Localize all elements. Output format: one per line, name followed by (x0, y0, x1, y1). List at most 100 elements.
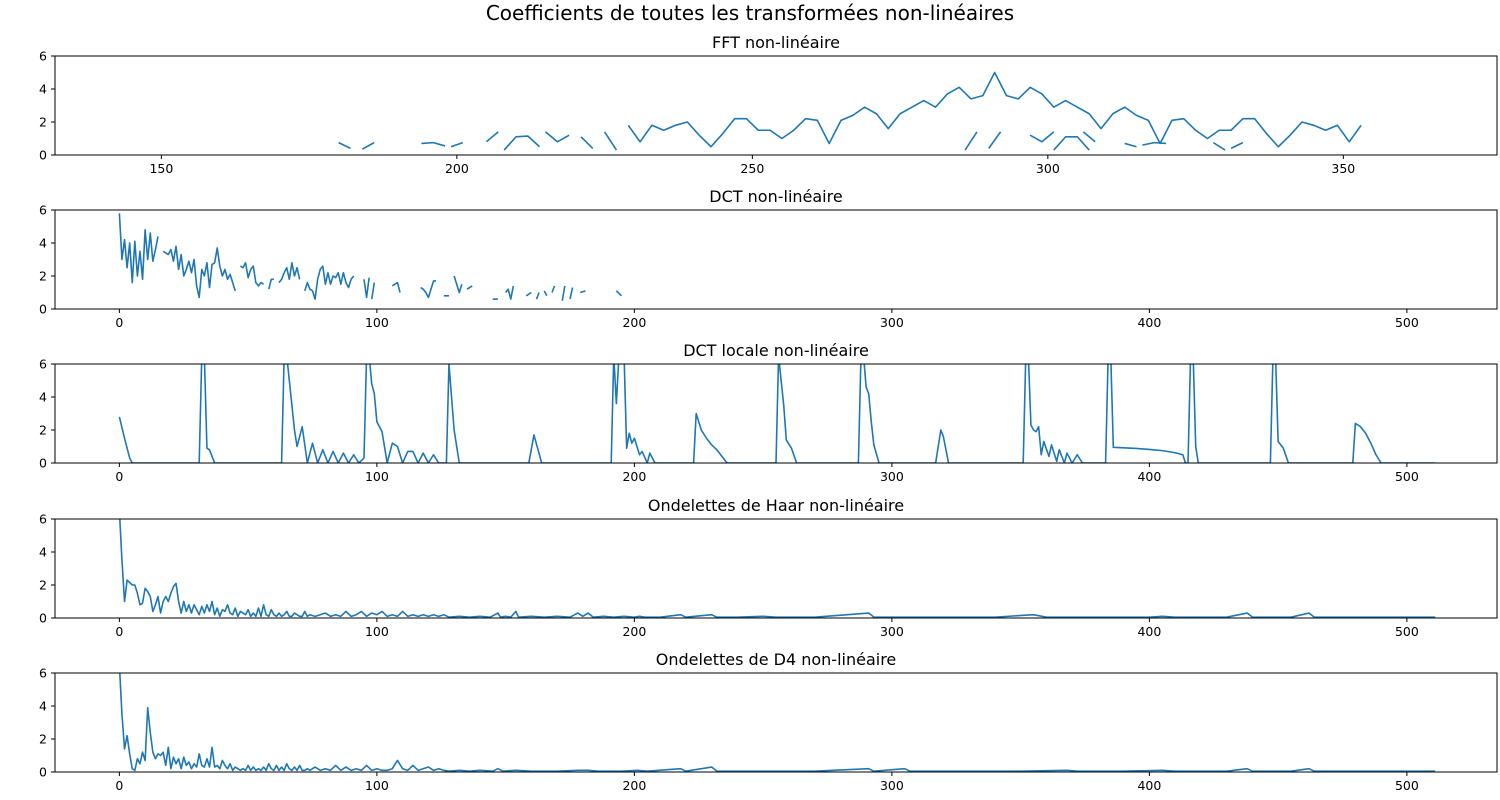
subplot-title: DCT locale non-linéaire (683, 341, 869, 360)
series-line-segment (1142, 141, 1167, 146)
axes-frame (54, 363, 1498, 464)
subplot-title: Ondelettes de D4 non-linéaire (656, 650, 897, 669)
y-tick-label: 0 (39, 456, 47, 471)
y-tick-label: 0 (39, 765, 47, 780)
series-line-segment (551, 285, 556, 293)
subplot-1: DCT non-linéaire 0 100 200 300 400 500 0 2 4 6 (39, 187, 1498, 330)
series-line-segment (370, 282, 376, 300)
y-tick-label: 6 (39, 49, 47, 64)
x-tick-label: 200 (445, 161, 469, 176)
series-line-segment (363, 277, 370, 299)
y-tick-label: 2 (39, 578, 47, 593)
x-tick-label: 250 (740, 161, 764, 176)
y-tick-label: 4 (39, 236, 47, 251)
subplot-0: FFT non-linéaire 150 200 250 300 350 0 2 4 6 (39, 33, 1498, 176)
x-tick-label: 0 (115, 778, 123, 793)
series-line-segment (1230, 141, 1244, 150)
x-tick-label: 400 (1137, 469, 1161, 484)
series-line-segment (453, 275, 463, 294)
series-line-segment (304, 265, 355, 300)
x-tick-label: 500 (1395, 624, 1419, 639)
axes-frame (54, 518, 1498, 619)
subplot-2: DCT locale non-linéaire 0 100 200 300 400 500 0… (39, 341, 1498, 484)
x-tick-label: 0 (115, 624, 123, 639)
x-tick-label: 300 (880, 778, 904, 793)
series-line-segment (545, 131, 570, 143)
series-line-segment (603, 131, 618, 151)
series-line-segment (525, 291, 532, 297)
series-line-segment (450, 141, 464, 148)
series-line-segment (535, 292, 540, 300)
axes-frame (54, 209, 1498, 310)
series-line-segment (1029, 131, 1055, 143)
series-line-segment (580, 290, 586, 294)
x-tick-label: 0 (115, 469, 123, 484)
y-tick-label: 2 (39, 115, 47, 130)
axes-frame (54, 672, 1498, 773)
x-tick-label: 400 (1137, 624, 1161, 639)
x-tick-label: 200 (622, 315, 646, 330)
series-line-segment (119, 673, 1436, 772)
series-line-segment (239, 262, 265, 287)
series-line-segment (964, 131, 978, 151)
x-tick-label: 0 (115, 315, 123, 330)
y-tick-label: 0 (39, 302, 47, 317)
x-tick-label: 300 (880, 624, 904, 639)
y-tick-label: 2 (39, 423, 47, 438)
x-tick-label: 100 (365, 469, 389, 484)
x-tick-label: 300 (1036, 161, 1060, 176)
y-tick-label: 6 (39, 357, 47, 372)
subplot-3: Ondelettes de Haar non-linéaire 0 100 200 30… (39, 496, 1498, 639)
series-line-segment (504, 285, 515, 300)
x-tick-label: 300 (880, 469, 904, 484)
x-tick-label: 200 (622, 778, 646, 793)
series-line-segment (420, 280, 437, 299)
series-line-segment (1082, 131, 1096, 143)
x-tick-label: 400 (1137, 315, 1161, 330)
series-line-segment (1053, 136, 1090, 151)
series-line-segment (569, 287, 574, 300)
y-tick-label: 0 (39, 611, 47, 626)
figure-title: Coefficients de toutes les transformées … (486, 1, 1014, 25)
series-line-segment (421, 141, 446, 147)
y-tick-label: 2 (39, 269, 47, 284)
series-line-segment (466, 285, 473, 290)
series-line-segment (278, 262, 301, 284)
x-tick-label: 300 (880, 315, 904, 330)
y-tick-label: 2 (39, 732, 47, 747)
series-line-segment (503, 135, 541, 151)
y-tick-label: 6 (39, 512, 47, 527)
x-tick-label: 400 (1137, 778, 1161, 793)
x-tick-label: 350 (1331, 161, 1355, 176)
subplot-title: DCT non-linéaire (709, 187, 842, 206)
series-line-segment (118, 364, 1436, 463)
subplot-4: Ondelettes de D4 non-linéaire 0 100 200 300 4… (39, 650, 1498, 793)
x-tick-label: 500 (1395, 778, 1419, 793)
y-tick-label: 4 (39, 390, 47, 405)
subplot-title: Ondelettes de Haar non-linéaire (648, 496, 904, 515)
series-line-segment (485, 131, 499, 143)
series-line-segment (580, 136, 594, 149)
x-tick-label: 100 (365, 315, 389, 330)
series-line-segment (561, 285, 566, 301)
y-tick-label: 6 (39, 203, 47, 218)
series-line-segment (1212, 141, 1226, 151)
x-tick-label: 500 (1395, 315, 1419, 330)
subplot-title: FFT non-linéaire (712, 33, 840, 52)
x-tick-label: 200 (622, 469, 646, 484)
series-line-segment (627, 71, 1362, 148)
x-tick-label: 100 (365, 624, 389, 639)
x-tick-label: 500 (1395, 469, 1419, 484)
series-line-segment (162, 245, 237, 299)
series-line-segment (615, 290, 623, 297)
series-line-segment (988, 131, 1002, 149)
axes-frame (54, 55, 1498, 156)
y-tick-label: 4 (39, 545, 47, 560)
y-tick-label: 4 (39, 82, 47, 97)
x-tick-label: 100 (365, 778, 389, 793)
series-line-segment (361, 141, 375, 150)
x-tick-label: 150 (149, 161, 173, 176)
series-line-segment (267, 278, 274, 290)
y-tick-label: 0 (39, 148, 47, 163)
